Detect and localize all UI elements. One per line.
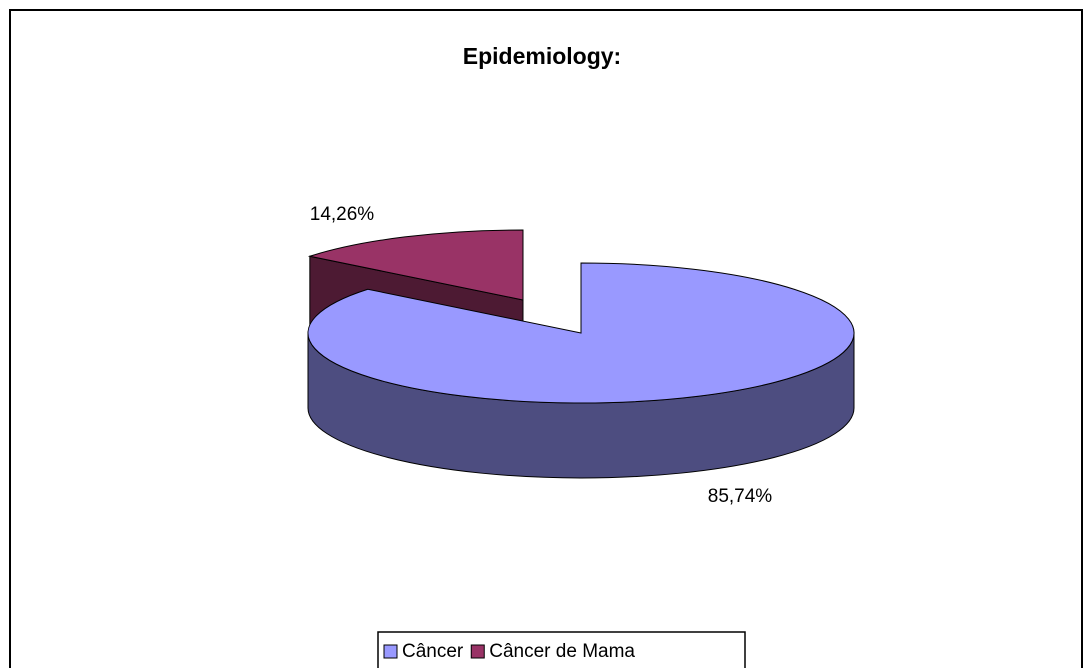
pie: [307, 229, 855, 479]
data-label: 85,74%: [708, 486, 773, 507]
data-label: 14,26%: [310, 204, 375, 225]
legend-swatch: [383, 644, 398, 659]
legend-label: Câncer de Mama: [489, 641, 635, 662]
legend-items: Câncer Câncer de Mama: [383, 641, 635, 662]
legend-label: Câncer: [402, 641, 464, 662]
legend: [377, 631, 746, 668]
slice: [307, 229, 524, 301]
slice: [307, 262, 855, 404]
chart-title: Epidemiology:: [463, 43, 621, 69]
legend-swatch: [470, 644, 485, 659]
